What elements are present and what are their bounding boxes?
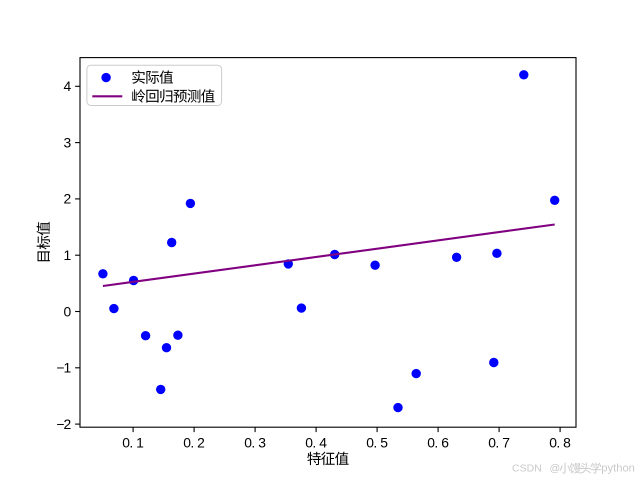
svg-text:0: 0	[63, 303, 71, 319]
svg-text:−: −	[56, 416, 64, 432]
svg-text:CSDN: CSDN	[512, 463, 542, 475]
svg-text:7: 7	[502, 435, 510, 451]
svg-text:4: 4	[63, 78, 71, 94]
svg-text:0: 0	[305, 435, 313, 451]
svg-text:2: 2	[63, 191, 71, 207]
svg-text:@: @	[550, 463, 561, 475]
svg-text:0: 0	[488, 435, 496, 451]
svg-text:−: −	[56, 360, 64, 376]
svg-text:1: 1	[136, 435, 144, 451]
svg-text:3: 3	[258, 435, 266, 451]
svg-text:0: 0	[549, 435, 557, 451]
svg-text:1: 1	[63, 360, 71, 376]
svg-text:8: 8	[563, 435, 571, 451]
svg-text:.: .	[190, 435, 194, 451]
svg-text:5: 5	[380, 435, 388, 451]
svg-text:.: .	[495, 435, 499, 451]
svg-text:.: .	[434, 435, 438, 451]
svg-text:0: 0	[183, 435, 191, 451]
svg-text:.: .	[556, 435, 560, 451]
svg-text:3: 3	[63, 134, 71, 150]
svg-text:0: 0	[427, 435, 435, 451]
svg-text:0: 0	[366, 435, 374, 451]
svg-text:2: 2	[63, 416, 71, 432]
svg-text:6: 6	[441, 435, 449, 451]
svg-text:.: .	[251, 435, 255, 451]
svg-text:python: python	[601, 463, 635, 475]
svg-text:.: .	[129, 435, 133, 451]
svg-text:0: 0	[244, 435, 252, 451]
svg-text:1: 1	[63, 247, 71, 263]
svg-text:4: 4	[319, 435, 327, 451]
svg-text:.: .	[312, 435, 316, 451]
svg-text:.: .	[373, 435, 377, 451]
svg-text:0: 0	[122, 435, 130, 451]
svg-text:2: 2	[197, 435, 205, 451]
